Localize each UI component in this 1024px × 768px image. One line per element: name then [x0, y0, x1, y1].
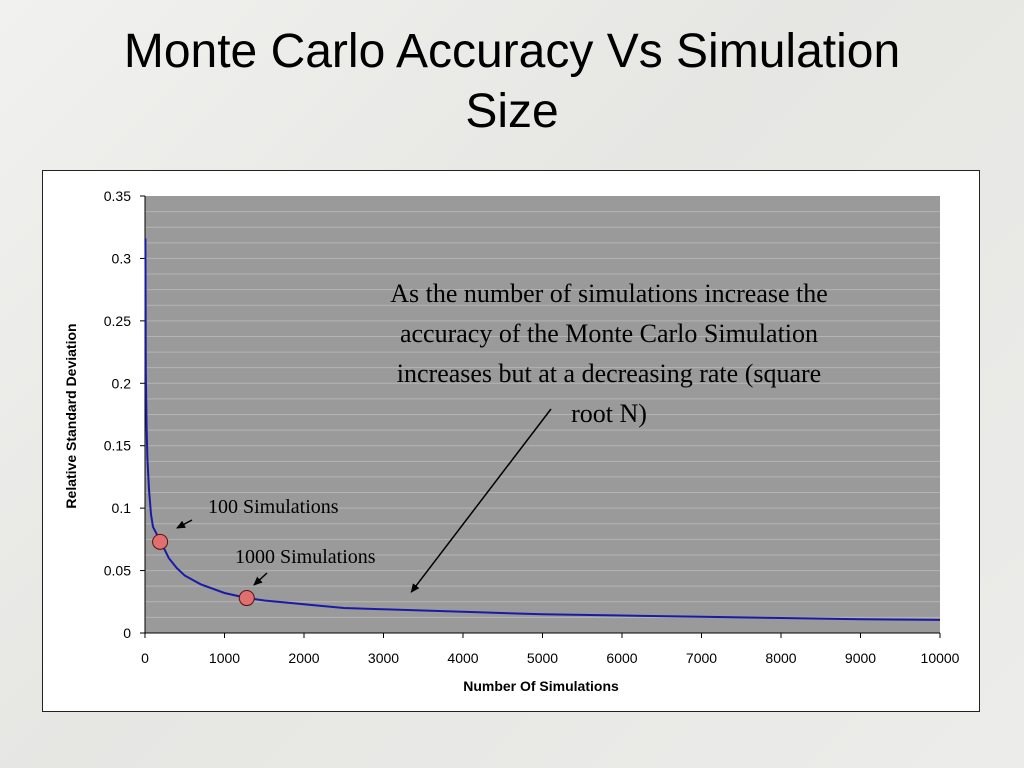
highlight-arrow — [176, 519, 193, 529]
y-axis-label: Relative Standard Deviation — [63, 323, 79, 508]
highlight-label: 1000 Simulations — [235, 546, 376, 568]
highlight-point — [238, 590, 255, 607]
highlight-point — [152, 533, 169, 550]
x-tick-label: 3000 — [368, 650, 399, 666]
x-tick-label: 10000 — [921, 650, 960, 666]
x-tick-label: 7000 — [686, 650, 717, 666]
x-tick-label: 9000 — [845, 650, 876, 666]
slide-title-line2: Size — [465, 85, 559, 138]
highlight-arrow — [253, 572, 268, 586]
y-tick-label: 0.15 — [104, 438, 131, 454]
chart-frame: 0 0.05 0.1 0.15 0.2 0.25 0.3 0.35 0 1000 2000 3000 4… — [42, 170, 980, 712]
annotation-text-line: increases but at a decreasing rate (squa… — [397, 359, 821, 388]
y-tick-label: 0.05 — [104, 563, 131, 579]
annotation-text-line: root N) — [571, 399, 647, 428]
y-tick-label: 0.2 — [112, 375, 132, 391]
slide-title: Monte Carlo Accuracy Vs Simulation Size — [0, 22, 1024, 142]
y-tick-label: 0.1 — [112, 500, 132, 516]
annotation-text-line: accuracy of the Monte Carlo Simulation — [400, 319, 818, 348]
y-tick-label: 0 — [123, 625, 131, 641]
x-tick-label: 6000 — [606, 650, 637, 666]
highlight-label: 100 Simulations — [208, 496, 339, 518]
x-tick-label: 5000 — [527, 650, 558, 666]
annotation-arrow — [410, 408, 552, 593]
x-tick-label: 2000 — [288, 650, 319, 666]
x-axis-label: Number Of Simulations — [463, 678, 619, 694]
series-line — [144, 238, 941, 621]
x-tick-label: 0 — [141, 650, 149, 666]
x-tick-label: 1000 — [209, 650, 240, 666]
chart-svg: 0 0.05 0.1 0.15 0.2 0.25 0.3 0.35 0 1000 2000 3000 4… — [63, 188, 960, 694]
y-tick-label: 0.35 — [104, 188, 131, 204]
x-tick-label: 8000 — [765, 650, 796, 666]
y-tick-label: 0.3 — [112, 250, 132, 266]
y-tick-label: 0.25 — [104, 313, 131, 329]
x-tick-label: 4000 — [447, 650, 478, 666]
annotation-text-line: As the number of simulations increase th… — [390, 279, 828, 308]
slide-title-line1: Monte Carlo Accuracy Vs Simulation — [123, 25, 901, 78]
